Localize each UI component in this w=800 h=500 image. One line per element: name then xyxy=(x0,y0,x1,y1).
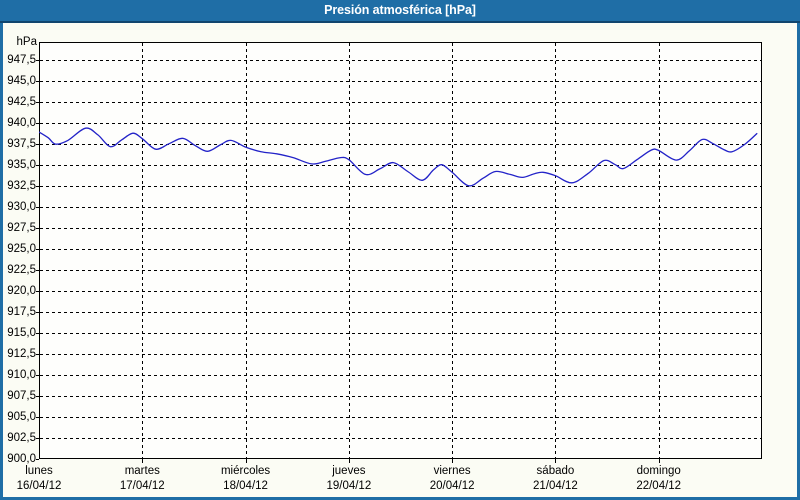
y-axis-unit-label: hPa xyxy=(16,36,37,48)
y-tick-mark xyxy=(36,417,39,418)
y-tick-label: 902,5 xyxy=(7,432,36,444)
y-tick-mark xyxy=(36,123,39,124)
y-tick-label: 915,0 xyxy=(7,327,36,339)
y-tick-label: 907,5 xyxy=(7,390,36,402)
y-tick-mark xyxy=(36,165,39,166)
y-tick-label: 905,0 xyxy=(7,411,36,423)
y-tick-label: 935,0 xyxy=(7,159,36,171)
x-date-label: 22/04/12 xyxy=(636,480,682,492)
chart-title-bar: Presión atmosférica [hPa] xyxy=(0,0,800,23)
y-tick-mark xyxy=(36,333,39,334)
x-day-label: domingo xyxy=(636,465,681,477)
y-tick-label: 920,0 xyxy=(7,285,36,297)
pressure-line xyxy=(39,127,758,187)
y-tick-label: 925,0 xyxy=(7,243,36,255)
y-tick-mark xyxy=(36,396,39,397)
x-tick-mark xyxy=(555,459,556,463)
chart-canvas[interactable] xyxy=(39,42,762,459)
y-tick-label: 912,5 xyxy=(7,348,36,360)
y-tick-mark xyxy=(36,459,39,460)
x-day-label: sábado xyxy=(536,465,575,477)
plot-area[interactable] xyxy=(39,42,762,459)
x-date-label: 19/04/12 xyxy=(326,480,372,492)
x-date-label: 20/04/12 xyxy=(429,480,475,492)
y-tick-mark xyxy=(36,312,39,313)
x-tick-mark xyxy=(349,459,350,463)
plot-border xyxy=(39,42,762,459)
y-tick-mark xyxy=(36,438,39,439)
y-tick-mark xyxy=(36,249,39,250)
y-tick-label: 910,0 xyxy=(7,369,36,381)
y-tick-mark xyxy=(36,375,39,376)
y-tick-label: 917,5 xyxy=(7,306,36,318)
y-tick-mark xyxy=(36,144,39,145)
x-day-label: lunes xyxy=(25,465,53,477)
y-tick-label: 922,5 xyxy=(7,264,36,276)
x-date-label: 16/04/12 xyxy=(16,480,62,492)
y-tick-mark xyxy=(36,186,39,187)
x-tick-mark xyxy=(142,459,143,463)
y-tick-mark xyxy=(36,291,39,292)
y-tick-mark xyxy=(36,207,39,208)
y-tick-label: 942,5 xyxy=(7,96,36,108)
x-date-label: 17/04/12 xyxy=(119,480,165,492)
y-tick-mark xyxy=(36,354,39,355)
y-tick-label: 940,0 xyxy=(7,117,36,129)
y-tick-mark xyxy=(36,228,39,229)
x-day-label: viernes xyxy=(433,465,471,477)
chart-title: Presión atmosférica [hPa] xyxy=(324,3,476,17)
y-tick-label: 932,5 xyxy=(7,180,36,192)
y-tick-label: 937,5 xyxy=(7,138,36,150)
y-tick-label: 947,5 xyxy=(7,54,36,66)
y-tick-mark xyxy=(36,102,39,103)
x-tick-mark xyxy=(659,459,660,463)
y-tick-label: 945,0 xyxy=(7,75,36,87)
y-tick-mark xyxy=(36,81,39,82)
x-tick-mark xyxy=(452,459,453,463)
plot-background xyxy=(39,42,762,459)
y-tick-mark xyxy=(36,270,39,271)
x-day-label: jueves xyxy=(332,465,366,477)
x-date-label: 18/04/12 xyxy=(223,480,268,492)
y-tick-label: 927,5 xyxy=(7,222,36,234)
y-tick-mark xyxy=(36,60,39,61)
x-day-label: miércoles xyxy=(220,465,271,477)
x-tick-mark xyxy=(246,459,247,463)
x-date-label: 21/04/12 xyxy=(533,480,578,492)
y-tick-label: 900,0 xyxy=(7,453,36,465)
y-tick-label: 930,0 xyxy=(7,201,36,213)
x-day-label: martes xyxy=(124,465,160,477)
